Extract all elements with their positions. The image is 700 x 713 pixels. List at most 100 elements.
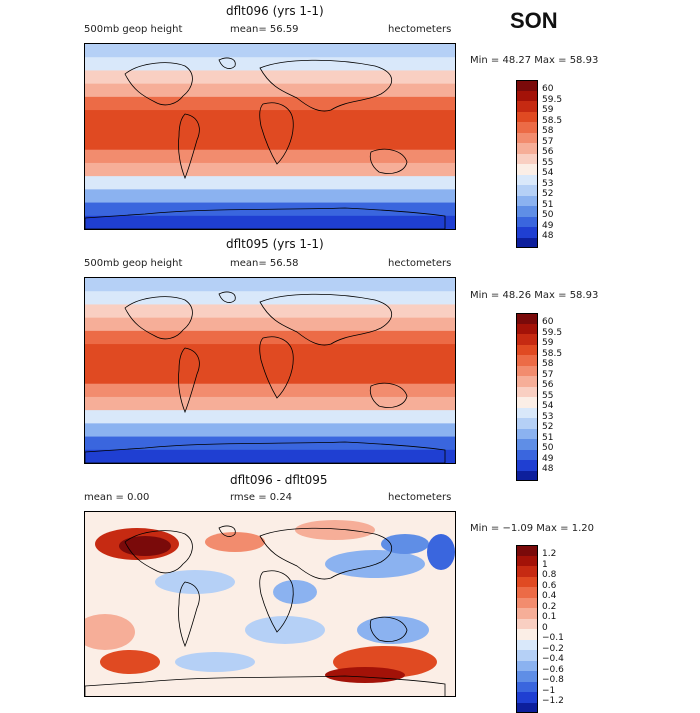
colorbar-tick-label: 1.2	[542, 549, 556, 559]
colorbar-swatch	[516, 566, 538, 577]
minmax-label: Min = −1.09 Max = 1.20	[470, 523, 594, 534]
colorbar-tick-label: −0.1	[542, 633, 564, 643]
contour-band	[85, 318, 455, 332]
colorbar-swatch	[516, 640, 538, 651]
contour-blob	[357, 616, 429, 644]
colorbar-swatch	[516, 133, 538, 144]
colorbar-swatch	[516, 91, 538, 102]
colorbar-swatch	[516, 143, 538, 154]
colorbar-swatch	[516, 324, 538, 335]
colorbar-tick-label: 53	[542, 412, 553, 422]
contour-band	[85, 123, 455, 137]
contour-band	[85, 57, 455, 71]
colorbar-swatch	[516, 429, 538, 440]
colorbar-swatch	[516, 619, 538, 630]
colorbar-tick-label: 0.1	[542, 612, 556, 622]
colorbar-tick-label: 56	[542, 147, 553, 157]
colorbar-swatch	[516, 608, 538, 619]
map-svg	[85, 278, 455, 463]
contour-band	[85, 70, 455, 84]
colorbar-tick-label: 0.2	[542, 602, 556, 612]
colorbar-tick-label: 51	[542, 200, 553, 210]
colorbar-swatch	[516, 661, 538, 672]
colorbar-swatch	[516, 313, 538, 324]
map-svg	[85, 512, 455, 696]
colorbar-tick-label: 55	[542, 391, 553, 401]
contour-blob	[155, 570, 235, 594]
colorbar-swatch	[516, 471, 538, 482]
colorbar-swatch	[516, 418, 538, 429]
colorbar-swatch	[516, 355, 538, 366]
colorbar-swatch	[516, 227, 538, 238]
contour-band	[85, 344, 455, 358]
contour-band	[85, 44, 455, 58]
rmse-label: rmse = 0.24	[230, 492, 292, 503]
colorbar-swatch	[516, 164, 538, 175]
colorbar-swatch	[516, 397, 538, 408]
contour-blob	[245, 616, 325, 644]
colorbar-tick-label: 58	[542, 359, 553, 369]
colorbar-tick-label: 0	[542, 623, 548, 633]
colorbar-swatch	[516, 556, 538, 567]
colorbar-tick-label: 49	[542, 221, 553, 231]
colorbar-tick-label: −1	[542, 686, 555, 696]
colorbar-tick-label: 55	[542, 158, 553, 168]
contour-map	[84, 43, 456, 230]
contour-band	[85, 423, 455, 437]
colorbar-swatch	[516, 122, 538, 133]
panel-title: dflt095 (yrs 1-1)	[226, 237, 324, 251]
colorbar-swatch	[516, 598, 538, 609]
colorbar-tick-label: 0.6	[542, 581, 556, 591]
contour-band	[85, 137, 455, 151]
colorbar-swatch	[516, 112, 538, 123]
colorbar-tick-label: −0.4	[542, 654, 564, 664]
mean-label: mean= 56.59	[230, 24, 299, 35]
contour-band	[85, 384, 455, 398]
contour-band	[85, 216, 455, 229]
contour-band	[85, 450, 455, 463]
colorbar-swatch	[516, 629, 538, 640]
colorbar-swatch	[516, 439, 538, 450]
colorbar-swatch	[516, 217, 538, 228]
colorbar-swatch	[516, 334, 538, 345]
contour-band	[85, 331, 455, 345]
units-label: hectometers	[388, 492, 451, 503]
colorbar-tick-label: −0.2	[542, 644, 564, 654]
colorbar-tick-label: 59.5	[542, 328, 562, 338]
colorbar-swatch	[516, 238, 538, 249]
colorbar-tick-label: 0.8	[542, 570, 556, 580]
contour-band	[85, 150, 455, 164]
colorbar-tick-label: 57	[542, 137, 553, 147]
colorbar-swatch	[516, 196, 538, 207]
colorbar-swatch	[516, 185, 538, 196]
colorbar-swatch	[516, 577, 538, 588]
colorbar-tick-label: 53	[542, 179, 553, 189]
map-svg	[85, 44, 455, 229]
contour-band	[85, 357, 455, 371]
mean-label: mean = 0.00	[84, 492, 149, 503]
colorbar-swatch	[516, 671, 538, 682]
contour-band	[85, 176, 455, 190]
colorbar-swatch	[516, 387, 538, 398]
contour-blob	[100, 650, 160, 674]
contour-band	[85, 410, 455, 424]
contour-blob	[175, 652, 255, 672]
contour-map	[84, 277, 456, 464]
panel-title: dflt096 - dflt095	[230, 473, 328, 487]
contour-band	[85, 278, 455, 292]
colorbar-tick-label: 59	[542, 338, 553, 348]
units-label: hectometers	[388, 258, 451, 269]
colorbar-tick-label: 58.5	[542, 116, 562, 126]
variable-label: 500mb geop height	[84, 24, 182, 35]
contour-band	[85, 371, 455, 385]
colorbar-swatch	[516, 650, 538, 661]
season-label: SON	[510, 8, 558, 34]
colorbar-swatch	[516, 376, 538, 387]
contour-band	[85, 84, 455, 98]
colorbar-swatch	[516, 587, 538, 598]
colorbar-swatch	[516, 692, 538, 703]
contour-blob	[381, 534, 429, 554]
colorbar-swatch	[516, 682, 538, 693]
panel-title: dflt096 (yrs 1-1)	[226, 4, 324, 18]
